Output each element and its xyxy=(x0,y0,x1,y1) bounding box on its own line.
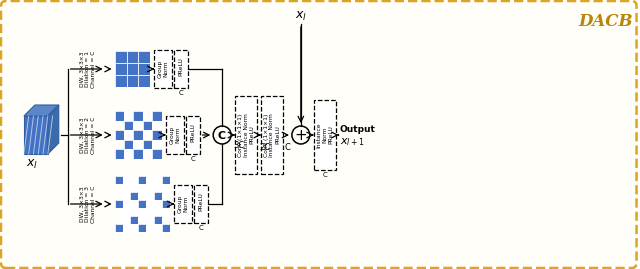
Text: C: C xyxy=(323,172,327,178)
Polygon shape xyxy=(131,184,138,192)
Polygon shape xyxy=(152,140,162,149)
FancyBboxPatch shape xyxy=(261,96,283,174)
Text: Conv (1×1×1)
Instance Norm
PReLU: Conv (1×1×1) Instance Norm PReLU xyxy=(264,113,280,157)
Text: C: C xyxy=(199,225,204,231)
Polygon shape xyxy=(124,130,134,140)
Text: C: C xyxy=(285,143,291,151)
Polygon shape xyxy=(154,184,163,192)
Polygon shape xyxy=(24,105,59,116)
Polygon shape xyxy=(163,216,170,224)
FancyBboxPatch shape xyxy=(314,100,336,170)
Polygon shape xyxy=(115,176,170,232)
Polygon shape xyxy=(131,200,138,208)
Polygon shape xyxy=(24,116,48,154)
Text: $x_{l+1}$: $x_{l+1}$ xyxy=(340,136,365,148)
Polygon shape xyxy=(152,121,162,130)
Polygon shape xyxy=(134,121,143,130)
Polygon shape xyxy=(143,130,152,140)
Text: Conv (1×1×1)
Instance Norm
PReLU: Conv (1×1×1) Instance Norm PReLU xyxy=(237,113,254,157)
FancyBboxPatch shape xyxy=(174,185,192,223)
Polygon shape xyxy=(143,111,152,121)
Polygon shape xyxy=(138,184,147,192)
Text: DW, 3×3×3
Dilation = 3
Channel = C: DW, 3×3×3 Dilation = 3 Channel = C xyxy=(79,185,96,223)
Polygon shape xyxy=(138,192,147,200)
Text: DACB: DACB xyxy=(579,12,633,30)
Polygon shape xyxy=(143,149,152,159)
Polygon shape xyxy=(163,184,170,192)
Polygon shape xyxy=(147,184,154,192)
Text: Group
Norm: Group Norm xyxy=(170,126,180,144)
Polygon shape xyxy=(134,140,143,149)
Polygon shape xyxy=(163,208,170,216)
Text: Group
Norm: Group Norm xyxy=(158,60,169,78)
FancyBboxPatch shape xyxy=(154,50,172,88)
Polygon shape xyxy=(115,51,150,87)
Text: DW, 3×3×3
Dilation = 2
Channel = C: DW, 3×3×3 Dilation = 2 Channel = C xyxy=(79,116,96,154)
Text: $\mathbf{C}$: $\mathbf{C}$ xyxy=(218,129,227,141)
FancyBboxPatch shape xyxy=(195,185,208,223)
Polygon shape xyxy=(115,121,124,130)
Text: PReLU: PReLU xyxy=(199,193,204,211)
Polygon shape xyxy=(163,192,170,200)
Text: $x_l$: $x_l$ xyxy=(295,9,307,23)
Polygon shape xyxy=(154,208,163,216)
Polygon shape xyxy=(115,216,122,224)
Polygon shape xyxy=(115,208,122,216)
Polygon shape xyxy=(131,208,138,216)
Polygon shape xyxy=(115,192,122,200)
Text: Output: Output xyxy=(340,125,376,133)
Text: +: + xyxy=(294,128,307,143)
Text: Group
Norm: Group Norm xyxy=(178,195,189,213)
Text: PReLU: PReLU xyxy=(179,58,184,76)
Polygon shape xyxy=(115,184,122,192)
Polygon shape xyxy=(122,200,131,208)
Polygon shape xyxy=(147,176,154,184)
Text: C: C xyxy=(179,90,184,96)
Text: DW, 3×3×3
Dilation = 1
Channel = C: DW, 3×3×3 Dilation = 1 Channel = C xyxy=(79,50,96,88)
Text: Instance
Norm
PReLU: Instance Norm PReLU xyxy=(316,122,333,148)
FancyBboxPatch shape xyxy=(166,116,184,154)
Text: $x_l$: $x_l$ xyxy=(26,157,38,171)
Text: 2C: 2C xyxy=(259,143,270,151)
Polygon shape xyxy=(122,184,131,192)
Polygon shape xyxy=(154,176,163,184)
Polygon shape xyxy=(147,208,154,216)
Polygon shape xyxy=(147,216,154,224)
Polygon shape xyxy=(154,200,163,208)
Polygon shape xyxy=(131,176,138,184)
Text: 3C: 3C xyxy=(233,140,244,150)
Text: PReLU: PReLU xyxy=(190,123,195,143)
Polygon shape xyxy=(147,192,154,200)
Polygon shape xyxy=(154,224,163,232)
Polygon shape xyxy=(115,140,124,149)
Polygon shape xyxy=(122,176,131,184)
Polygon shape xyxy=(147,224,154,232)
Polygon shape xyxy=(138,216,147,224)
Polygon shape xyxy=(131,224,138,232)
Polygon shape xyxy=(122,192,131,200)
Polygon shape xyxy=(124,111,134,121)
Polygon shape xyxy=(115,111,162,159)
FancyBboxPatch shape xyxy=(235,96,257,174)
Polygon shape xyxy=(122,216,131,224)
Polygon shape xyxy=(138,208,147,216)
Text: C: C xyxy=(190,156,195,162)
Polygon shape xyxy=(147,200,154,208)
Polygon shape xyxy=(124,149,134,159)
Polygon shape xyxy=(122,224,131,232)
FancyBboxPatch shape xyxy=(186,116,200,154)
Polygon shape xyxy=(48,105,59,154)
FancyBboxPatch shape xyxy=(174,50,188,88)
Polygon shape xyxy=(122,208,131,216)
